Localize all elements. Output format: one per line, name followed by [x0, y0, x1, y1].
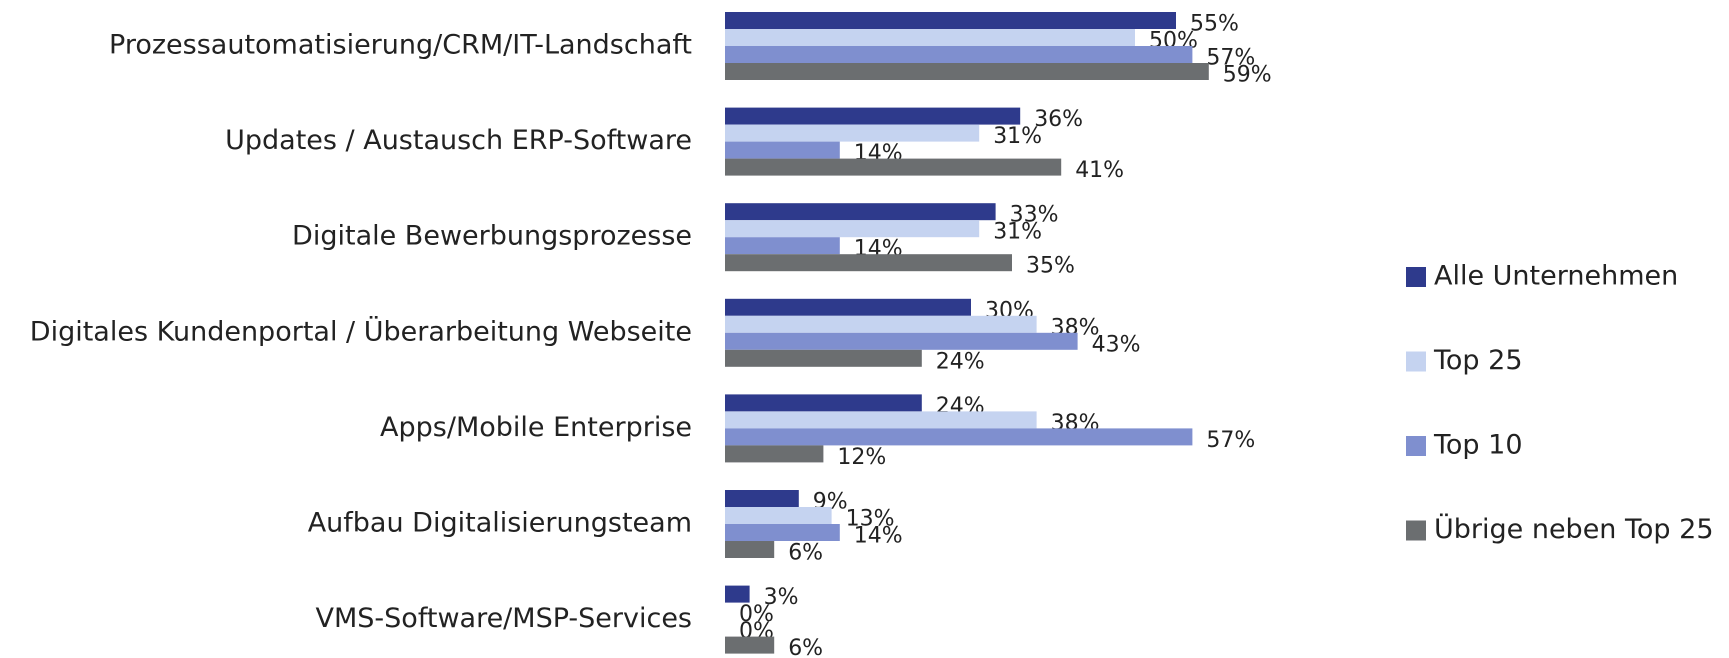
bar	[725, 428, 1193, 446]
legend-label: Top 10	[1433, 430, 1523, 461]
data-label: 0%	[739, 602, 774, 627]
bar	[725, 141, 840, 159]
bar	[725, 46, 1193, 63]
category-label: Aufbau Digitalisierungsteam	[308, 508, 692, 539]
bar	[725, 349, 922, 367]
data-label: 57%	[1206, 46, 1255, 71]
legend-swatch	[1406, 436, 1426, 456]
bar	[725, 394, 922, 412]
bar	[725, 490, 799, 507]
data-label: 6%	[788, 541, 823, 566]
data-label: 33%	[1010, 203, 1059, 228]
bar	[725, 315, 1037, 333]
category-label: VMS-Software/MSP-Services	[316, 603, 692, 634]
legend-swatch	[1406, 520, 1426, 541]
data-label: 24%	[936, 349, 985, 374]
bar	[725, 636, 775, 654]
bar	[725, 12, 1176, 29]
data-label: 31%	[993, 124, 1042, 149]
bar	[725, 585, 750, 603]
bar	[725, 63, 1209, 80]
data-label: 55%	[1190, 12, 1239, 37]
data-label: 43%	[1092, 332, 1141, 357]
data-label: 6%	[788, 636, 823, 658]
data-label: 14%	[854, 524, 903, 549]
bar	[725, 158, 1062, 176]
data-label: 36%	[1034, 107, 1083, 132]
category-label: Prozessautomatisierung/CRM/IT-Landschaft	[109, 30, 692, 61]
data-label: 31%	[993, 220, 1042, 245]
data-label: 59%	[1223, 63, 1272, 88]
legend-label: Alle Unternehmen	[1434, 261, 1678, 292]
data-label: 12%	[837, 445, 886, 470]
bar	[725, 445, 824, 463]
bar	[725, 124, 980, 142]
bar	[725, 541, 775, 558]
legend-label: Top 25	[1433, 345, 1523, 376]
legend-swatch	[1406, 267, 1426, 287]
legend-label: Übrige neben Top 25	[1434, 513, 1714, 545]
bar	[725, 220, 980, 238]
data-label: 13%	[846, 507, 895, 532]
data-label: 3%	[764, 585, 799, 610]
category-label: Digitale Bewerbungsprozesse	[292, 221, 692, 252]
bar	[725, 507, 832, 524]
legend-swatch	[1406, 351, 1426, 372]
data-label: 41%	[1075, 158, 1124, 183]
category-label: Digitales Kundenportal / Überarbeitung W…	[30, 315, 692, 347]
bar	[725, 107, 1021, 125]
category-label: Apps/Mobile Enterprise	[380, 412, 692, 443]
data-label: 57%	[1206, 428, 1255, 453]
data-label: 35%	[1026, 254, 1075, 279]
bar	[725, 203, 996, 221]
bar	[725, 237, 840, 255]
bar	[725, 524, 840, 541]
bar	[725, 332, 1078, 350]
bar	[725, 411, 1037, 429]
bar	[725, 254, 1012, 272]
category-label: Updates / Austausch ERP-Software	[225, 125, 692, 156]
bar	[725, 298, 971, 316]
bar	[725, 29, 1135, 46]
